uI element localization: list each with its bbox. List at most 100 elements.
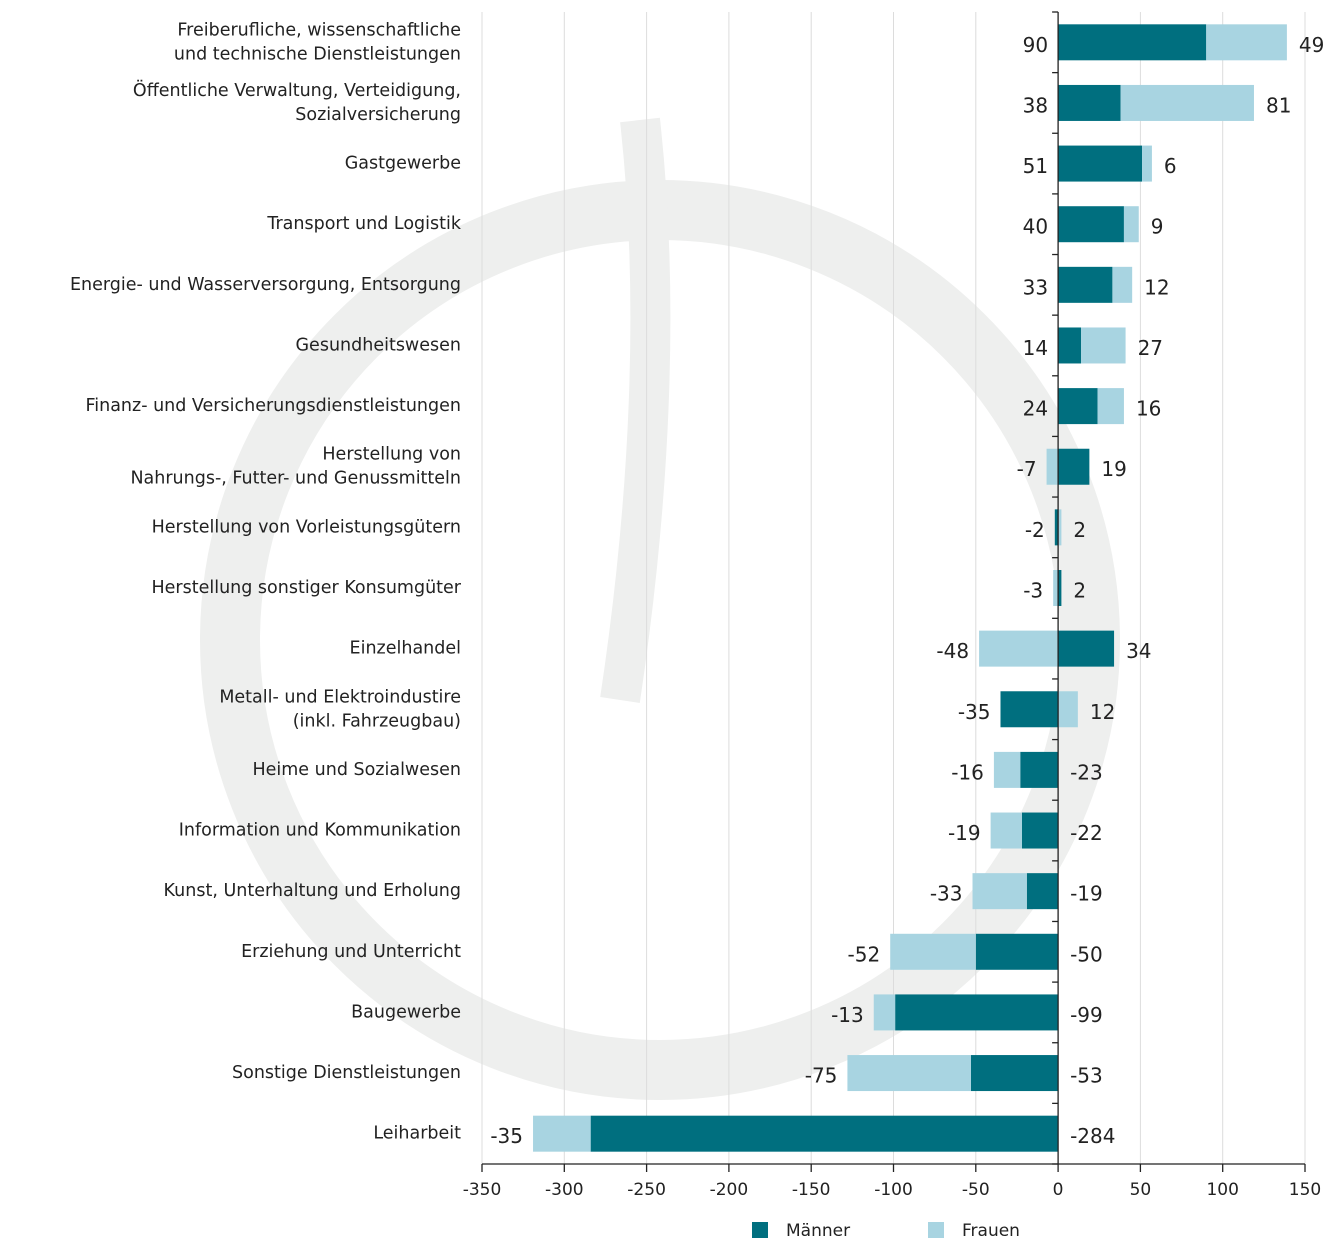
bar <box>590 1115 1059 1152</box>
bar <box>1123 206 1139 243</box>
category-label: Leiharbeit <box>373 1124 461 1144</box>
x-tick-label: -150 <box>792 1180 831 1200</box>
category-label: Transport und Logistik <box>266 214 461 234</box>
bar <box>1058 509 1062 546</box>
bar <box>1053 570 1059 606</box>
category-label: Gesundheitswesen <box>296 335 462 355</box>
bar <box>1142 145 1152 182</box>
bar <box>1058 630 1115 667</box>
value-label: -23 <box>1070 760 1103 784</box>
value-label: 51 <box>1023 154 1048 178</box>
legend-label: Frauen <box>962 1221 1020 1240</box>
x-tick-label: 0 <box>1053 1180 1064 1200</box>
category-label: Heime und Sozialwesen <box>252 760 461 780</box>
bar <box>890 933 976 970</box>
value-label: -53 <box>1070 1064 1103 1088</box>
value-label: 27 <box>1138 336 1163 360</box>
value-label: 19 <box>1101 457 1126 481</box>
value-label: -52 <box>848 942 881 966</box>
bar <box>1058 327 1082 364</box>
value-label: 49 <box>1299 33 1324 57</box>
value-label: 81 <box>1266 93 1291 117</box>
category-label: Kunst, Unterhaltung und Erholung <box>164 881 461 901</box>
bar <box>1058 448 1090 485</box>
value-label: 6 <box>1164 154 1177 178</box>
bar <box>1058 84 1121 121</box>
bar <box>970 1055 1059 1092</box>
value-label: -35 <box>490 1124 523 1148</box>
x-tick-label: -50 <box>962 1180 990 1200</box>
category-label: Energie- und Wasserversorgung, Entsorgun… <box>70 275 461 295</box>
x-tick-label: -100 <box>874 1180 913 1200</box>
value-label: -16 <box>951 760 984 784</box>
value-label: -50 <box>1070 942 1103 966</box>
category-label: Herstellung sonstiger Konsumgüter <box>151 578 461 598</box>
category-label: Metall- und Elektroindustire (inkl. Fahrz… <box>219 687 461 731</box>
value-label: -19 <box>1070 882 1103 906</box>
bar <box>979 630 1059 667</box>
bar <box>990 812 1022 849</box>
category-label: Gastgewerbe <box>345 154 461 174</box>
value-label: -99 <box>1070 1003 1103 1027</box>
bar <box>1054 509 1059 546</box>
value-label: -19 <box>948 821 981 845</box>
bar <box>975 933 1059 970</box>
bar <box>1058 24 1207 61</box>
bar <box>1120 84 1254 121</box>
category-label: Öffentliche Verwaltung, Verteidigung, Soz… <box>133 79 461 125</box>
legend-swatch <box>928 1222 944 1238</box>
bar <box>993 751 1021 788</box>
bar <box>1058 388 1098 425</box>
value-label: 14 <box>1023 336 1048 360</box>
value-label: -7 <box>1017 457 1037 481</box>
bar <box>533 1115 591 1152</box>
value-label: 9 <box>1151 215 1164 239</box>
category-label: Erziehung und Unterricht <box>241 942 461 962</box>
bar <box>1058 570 1062 606</box>
bar <box>1058 206 1124 243</box>
bar <box>972 873 1027 910</box>
bar <box>1058 145 1143 182</box>
bar <box>873 994 896 1031</box>
category-label: Herstellung von Nahrungs-, Futter- und Ge… <box>130 445 461 489</box>
bar <box>1058 691 1078 728</box>
value-label: 12 <box>1090 700 1115 724</box>
value-label: 33 <box>1023 275 1048 299</box>
category-label: Sonstige Dienstleistungen <box>232 1063 461 1083</box>
legend-label: Männer <box>786 1221 850 1240</box>
bar <box>1206 24 1287 61</box>
x-tick-label: 150 <box>1289 1180 1321 1200</box>
bar <box>1097 388 1124 425</box>
x-tick-label: -300 <box>545 1180 584 1200</box>
value-label: 34 <box>1126 639 1151 663</box>
category-label: Finanz- und Versicherungsdienstleistunge… <box>85 396 461 416</box>
bar <box>1058 266 1113 303</box>
category-label: Information und Kommunikation <box>179 821 461 841</box>
value-label: -3 <box>1023 579 1043 603</box>
category-label: Freiberufliche, wissenschaftliche und tec… <box>174 20 461 64</box>
value-label: 16 <box>1136 397 1161 421</box>
value-label: 40 <box>1023 215 1048 239</box>
value-label: 12 <box>1144 275 1169 299</box>
value-label: 24 <box>1023 397 1048 421</box>
x-tick-label: -250 <box>627 1180 666 1200</box>
category-label: Herstellung von Vorleistungsgütern <box>152 517 461 537</box>
bar <box>847 1055 971 1092</box>
value-label: 2 <box>1073 518 1086 542</box>
value-label: -75 <box>805 1064 838 1088</box>
legend-swatch <box>752 1222 768 1238</box>
value-label: -33 <box>930 882 963 906</box>
value-label: 38 <box>1023 93 1048 117</box>
x-tick-label: 50 <box>1130 1180 1152 1200</box>
bar <box>1000 691 1059 728</box>
value-label: 90 <box>1023 33 1048 57</box>
value-label: 2 <box>1073 579 1086 603</box>
value-label: -13 <box>831 1003 864 1027</box>
category-label: Baugewerbe <box>351 1002 461 1022</box>
x-tick-label: -350 <box>463 1180 502 1200</box>
value-label: -22 <box>1070 821 1103 845</box>
bar <box>895 994 1059 1031</box>
value-label: -35 <box>958 700 991 724</box>
bar <box>1021 812 1059 849</box>
